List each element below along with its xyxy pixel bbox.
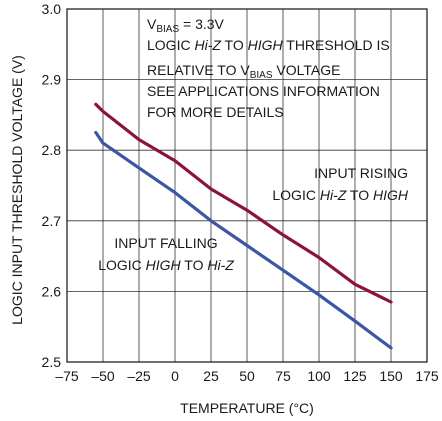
x-tick-label: 175 (415, 368, 439, 384)
note-vbias: VBIAS = 3.3V (147, 16, 225, 35)
note-threshold: LOGIC Hi-Z TO HIGH THRESHOLD IS (147, 37, 390, 53)
note-relative: RELATIVE TO VBIAS VOLTAGE (147, 62, 340, 81)
x-axis-title: TEMPERATURE (°C) (180, 400, 314, 416)
y-tick-label: 2.5 (42, 354, 62, 370)
x-tick-label: 50 (239, 368, 255, 384)
x-tick-label: 0 (171, 368, 179, 384)
series-line-input-rising (94, 102, 393, 304)
y-tick-label: 2.9 (42, 72, 62, 88)
rising-label-line1: INPUT RISING (314, 165, 408, 181)
note-more-details: FOR MORE DETAILS (147, 104, 284, 120)
series-line-input-falling (94, 130, 393, 350)
x-tick-label: 75 (275, 368, 291, 384)
annotation-layer: VBIAS = 3.3V LOGIC Hi-Z TO HIGH THRESHOLD… (98, 16, 409, 273)
x-tick-label: 25 (203, 368, 219, 384)
x-tick-label: 150 (379, 368, 403, 384)
series-layer (94, 102, 393, 350)
x-tick-label: 100 (307, 368, 331, 384)
y-tick-label: 3.0 (42, 1, 62, 17)
x-tick-label: –75 (55, 368, 79, 384)
y-tick-label: 2.6 (42, 283, 62, 299)
y-tick-label: 2.7 (42, 213, 62, 229)
x-tick-label: –25 (127, 368, 151, 384)
plot-frame (66, 8, 428, 363)
falling-label-line2: LOGIC HIGH TO Hi-Z (98, 257, 234, 273)
tick-label-layer: –75 –50 –25 0 25 50 75 100 125 150 175 2.5 2.6 2.7 2.8… (42, 1, 439, 384)
y-tick-label: 2.8 (42, 142, 62, 158)
y-axis-title: LOGIC INPUT THRESHOLD VOLTAGE (V) (9, 55, 25, 325)
rising-label-line2: LOGIC Hi-Z TO HIGH (272, 187, 409, 203)
note-see-applications: SEE APPLICATIONS INFORMATION (147, 83, 380, 99)
falling-label-line1: INPUT FALLING (114, 235, 217, 251)
x-tick-label: 125 (343, 368, 367, 384)
x-tick-label: –50 (91, 368, 115, 384)
